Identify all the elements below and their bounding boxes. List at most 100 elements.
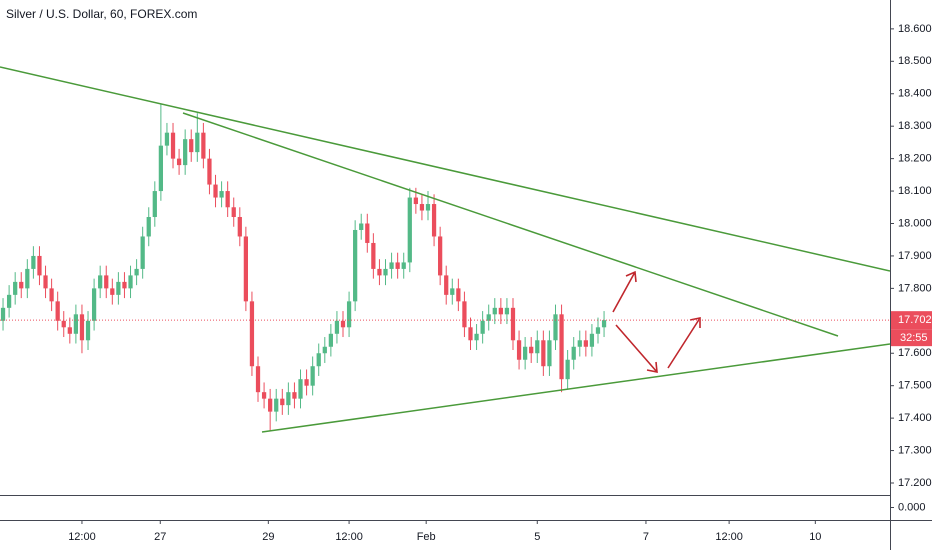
candle-body [541, 340, 546, 367]
candle-body [19, 281, 24, 289]
candle-body [395, 262, 400, 269]
y-tick-label: 17.200 [898, 477, 932, 489]
candle-body [164, 132, 170, 146]
candle-body [207, 158, 212, 185]
candle-body [286, 392, 291, 406]
candle-body [261, 392, 267, 399]
candle-body [583, 340, 588, 347]
candle-body [116, 281, 121, 295]
candle-body [571, 346, 576, 360]
y-tick-label: 18.000 [898, 217, 932, 229]
candle-body [201, 132, 206, 159]
candle-body [225, 191, 230, 208]
y-tick-label: 17.800 [898, 282, 932, 294]
candle-body [383, 268, 388, 276]
candle-body [231, 207, 236, 218]
candle-body [213, 184, 218, 198]
candle-body [6, 294, 12, 308]
candle-body [255, 366, 261, 393]
candle-body [425, 204, 431, 211]
candle-body [401, 262, 406, 269]
last-price-box [891, 311, 932, 330]
candle-body [280, 398, 285, 406]
candle-body [183, 139, 188, 166]
trendline [261, 343, 891, 433]
candle-body [152, 191, 157, 218]
candle-body [316, 353, 321, 367]
candle-body [298, 379, 303, 399]
candle-body [334, 320, 340, 334]
candle-body [559, 314, 564, 380]
candle-body [523, 346, 528, 360]
arrow [615, 324, 658, 373]
candle-body [243, 236, 248, 302]
candle-body [359, 223, 364, 230]
candle-body [444, 275, 449, 295]
candle-body [353, 229, 358, 302]
candle-body [274, 398, 279, 412]
candle-body [328, 333, 333, 347]
y-tick-label: 18.100 [898, 185, 932, 197]
candle-body [79, 314, 85, 341]
y-tick-label: 17.400 [898, 412, 932, 424]
candle-body [480, 320, 485, 334]
candle-body [377, 268, 382, 276]
candle-body [13, 281, 18, 295]
arrow [612, 270, 637, 313]
candle-body [510, 307, 516, 341]
candle-body [371, 242, 376, 269]
candle-body [492, 307, 497, 315]
candle-body [122, 281, 127, 289]
candle-body [462, 301, 467, 328]
candle-body [346, 301, 352, 328]
candle-body [529, 346, 534, 354]
candle-body [219, 191, 224, 198]
candle-body [498, 307, 503, 315]
candle-body [31, 255, 36, 269]
candle-body [516, 340, 522, 360]
candle-body [104, 275, 109, 289]
x-tick-label: 12:00 [68, 531, 96, 543]
y-tick-label: 17.300 [898, 444, 932, 456]
candle-body [0, 307, 6, 321]
candle-body [340, 320, 346, 328]
y-tick-label: 17.600 [898, 347, 932, 359]
candle-body [535, 340, 540, 354]
candle-body [310, 366, 315, 386]
x-tick-label: 5 [534, 531, 540, 543]
x-tick-label: 29 [262, 531, 274, 543]
y-tick-label: 17.900 [898, 250, 932, 262]
candle-body [91, 288, 97, 321]
candle-body [292, 392, 297, 399]
candle-body [67, 327, 72, 334]
candle-body [146, 217, 151, 237]
y-tick-label: 17.500 [898, 380, 932, 392]
candle-body [25, 268, 30, 289]
chart-title: Silver / U.S. Dollar, 60, FOREX.com [6, 7, 197, 21]
trendline [182, 112, 839, 337]
y-tick-label: 18.300 [898, 120, 932, 132]
x-tick-label: 10 [809, 531, 821, 543]
candle-body [456, 288, 461, 302]
candle-body [195, 132, 200, 153]
projection-arrows [612, 270, 701, 373]
candle-body [601, 320, 607, 328]
candle-body [553, 314, 558, 341]
candle-body [73, 314, 79, 334]
candle-body [43, 275, 48, 289]
candle-body [176, 158, 182, 166]
candle-body [438, 236, 443, 276]
candle-body [98, 275, 103, 289]
candle-body [322, 346, 327, 354]
candle-body [419, 204, 425, 211]
candle-body [158, 145, 164, 192]
y-tick-label: 0.000 [898, 501, 926, 513]
candle-body [486, 314, 491, 321]
y-tick-label: 18.600 [898, 23, 932, 35]
x-tick-label: Feb [417, 531, 436, 543]
candle-body [110, 288, 115, 295]
candle-body [468, 327, 473, 341]
candle-body [61, 320, 66, 328]
